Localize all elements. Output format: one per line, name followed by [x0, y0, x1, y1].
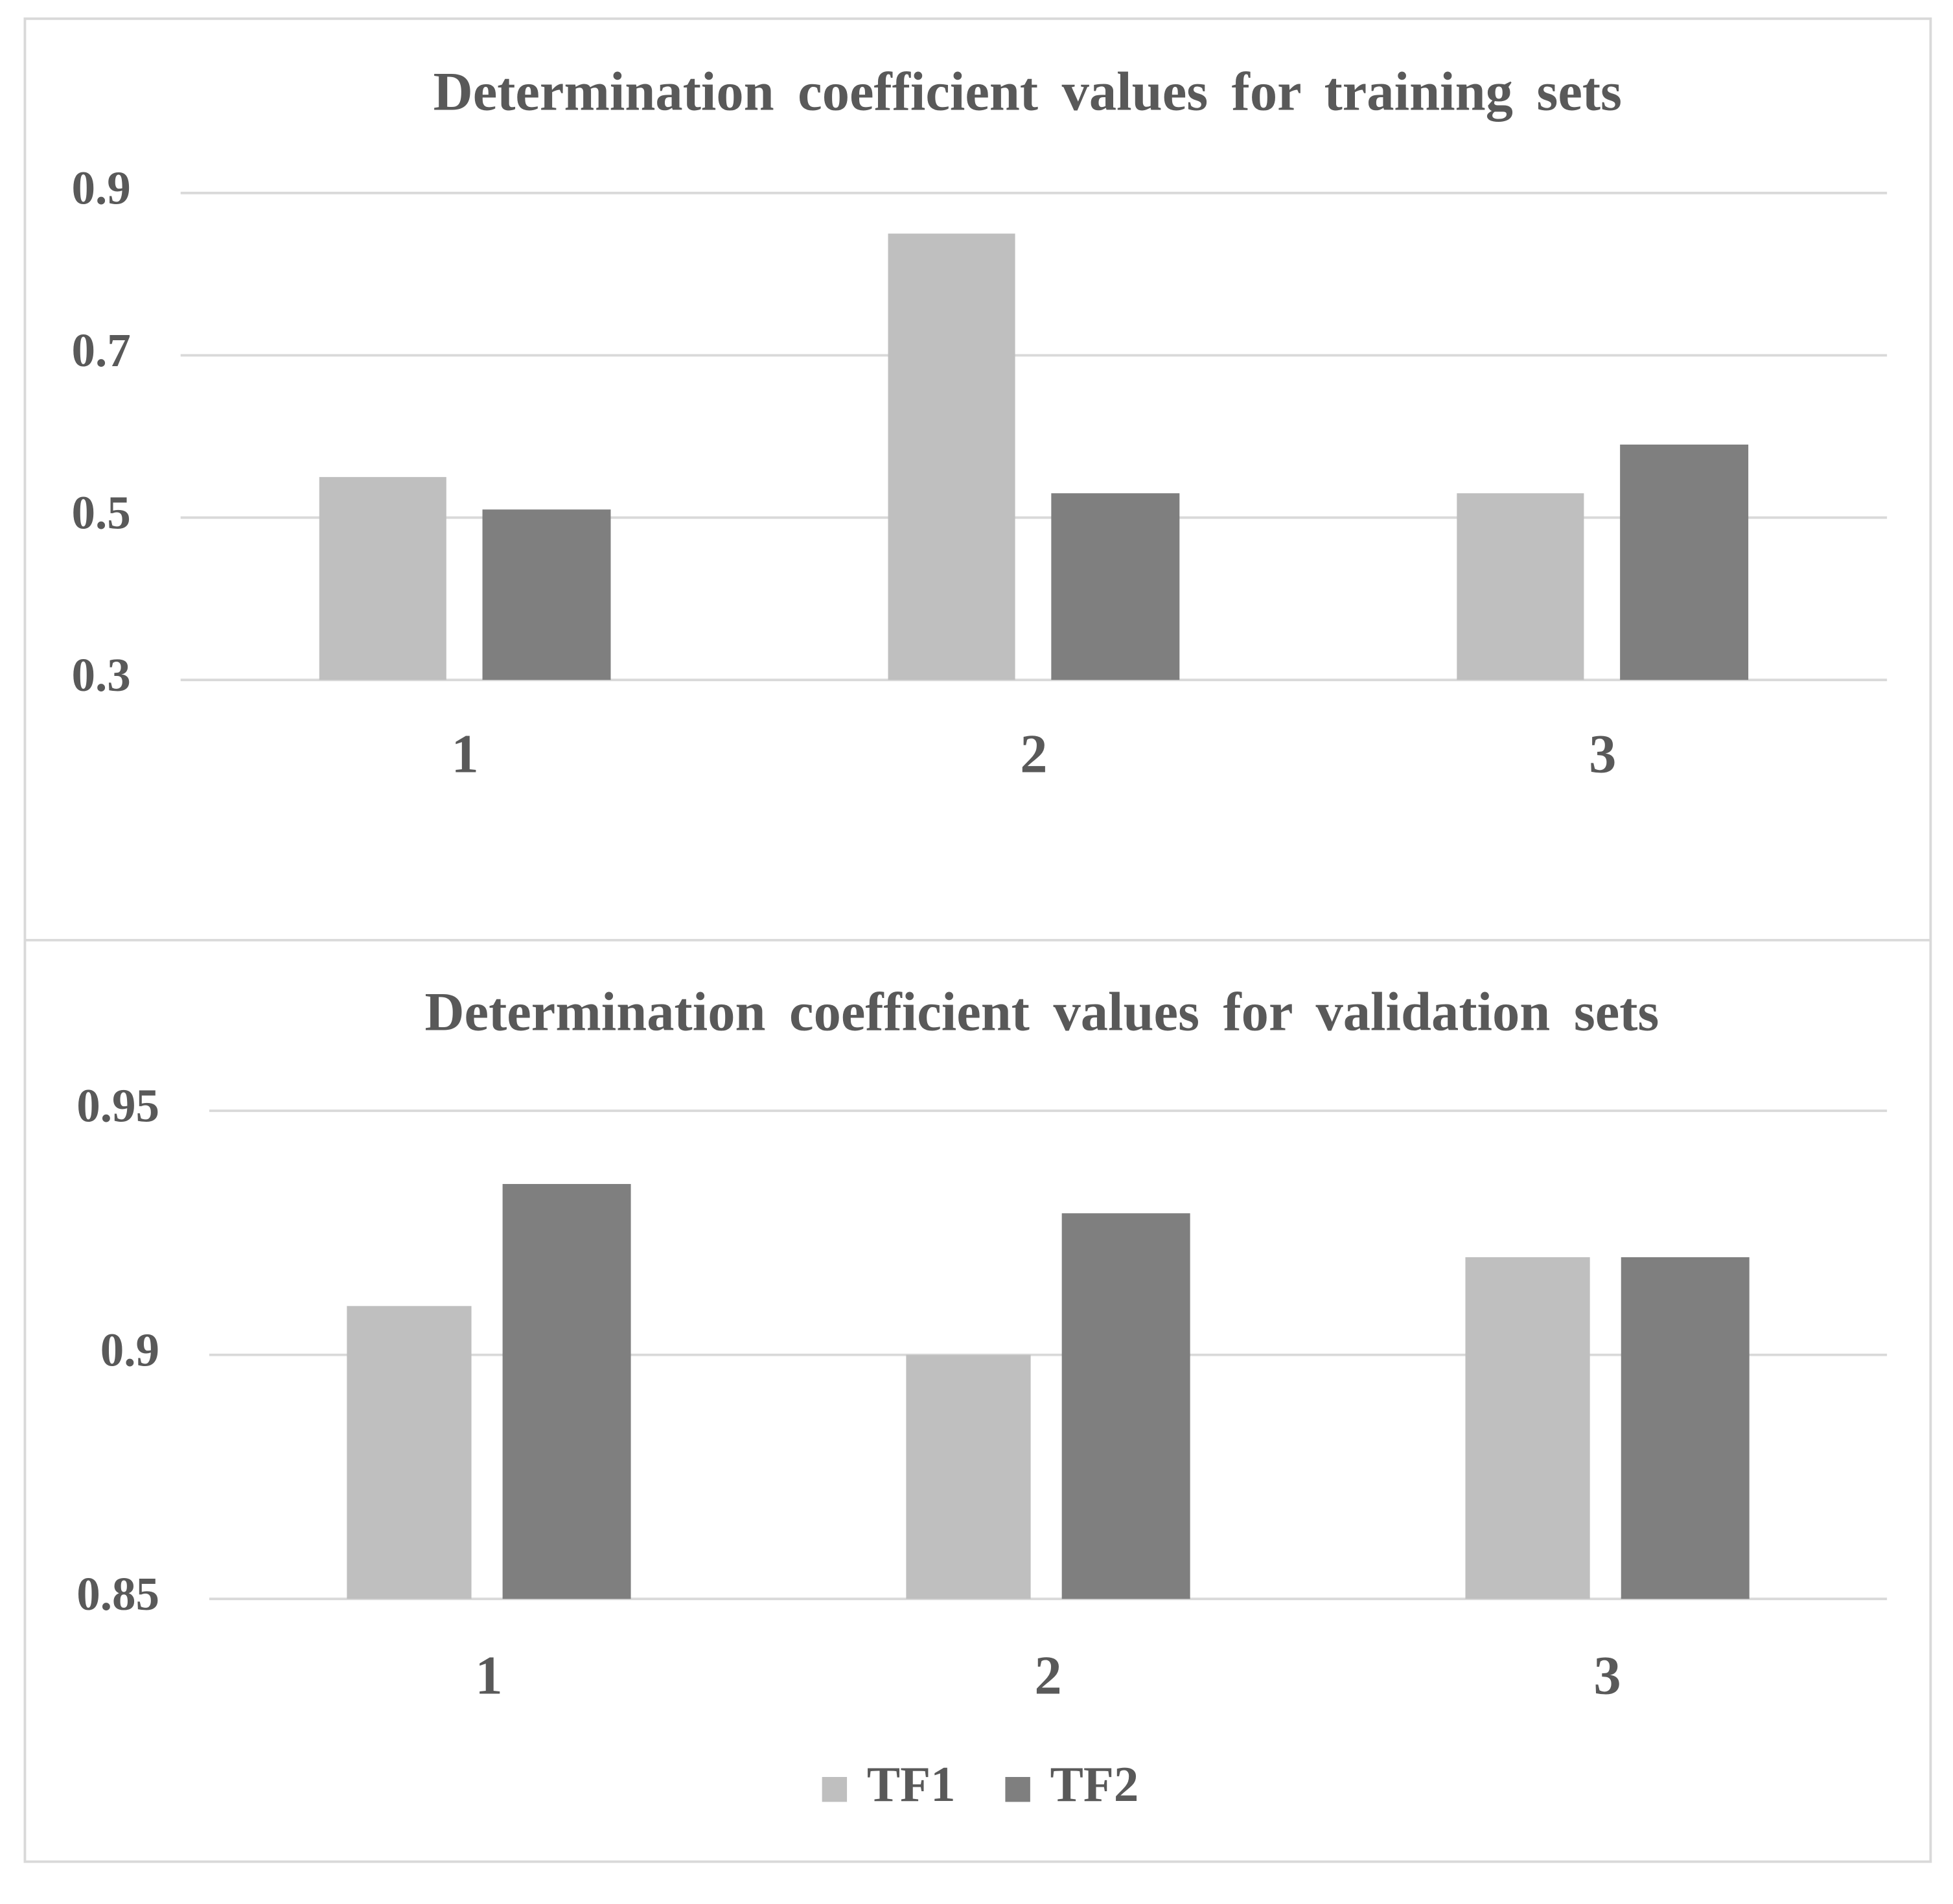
y-tick-label: 0.7 — [72, 324, 131, 377]
y-tick-label: 0.85 — [76, 1568, 159, 1620]
x-tick-label: 2 — [1020, 725, 1047, 785]
bar — [1620, 445, 1749, 680]
x-tick-label: 3 — [1589, 725, 1616, 785]
x-tick-label: 2 — [1034, 1645, 1061, 1706]
y-tick-label: 0.3 — [72, 649, 131, 701]
bar — [906, 1354, 1031, 1599]
bar — [319, 477, 446, 680]
chart-title: Determination coefficient values for tra… — [433, 62, 1622, 122]
bar — [1061, 1213, 1190, 1599]
legend-swatch — [822, 1777, 848, 1802]
x-tick-label: 1 — [475, 1645, 502, 1706]
y-tick-label: 0.5 — [72, 486, 131, 539]
bar — [482, 509, 611, 680]
x-tick-label: 1 — [451, 725, 478, 785]
bar — [888, 233, 1015, 680]
y-tick-label: 0.9 — [100, 1323, 159, 1376]
bar — [1457, 493, 1584, 680]
legend-swatch — [1005, 1777, 1030, 1802]
bar — [1051, 493, 1180, 680]
legend-label: TF1 — [867, 1757, 956, 1812]
bar — [1465, 1257, 1590, 1599]
bar — [347, 1306, 472, 1599]
bar — [502, 1183, 631, 1599]
legend-label: TF2 — [1050, 1757, 1139, 1812]
x-tick-label: 3 — [1593, 1645, 1621, 1706]
chart-title: Determination coefficient values for val… — [424, 982, 1659, 1042]
y-tick-label: 0.9 — [72, 162, 131, 215]
bar — [1621, 1257, 1750, 1599]
y-tick-label: 0.95 — [76, 1080, 159, 1132]
